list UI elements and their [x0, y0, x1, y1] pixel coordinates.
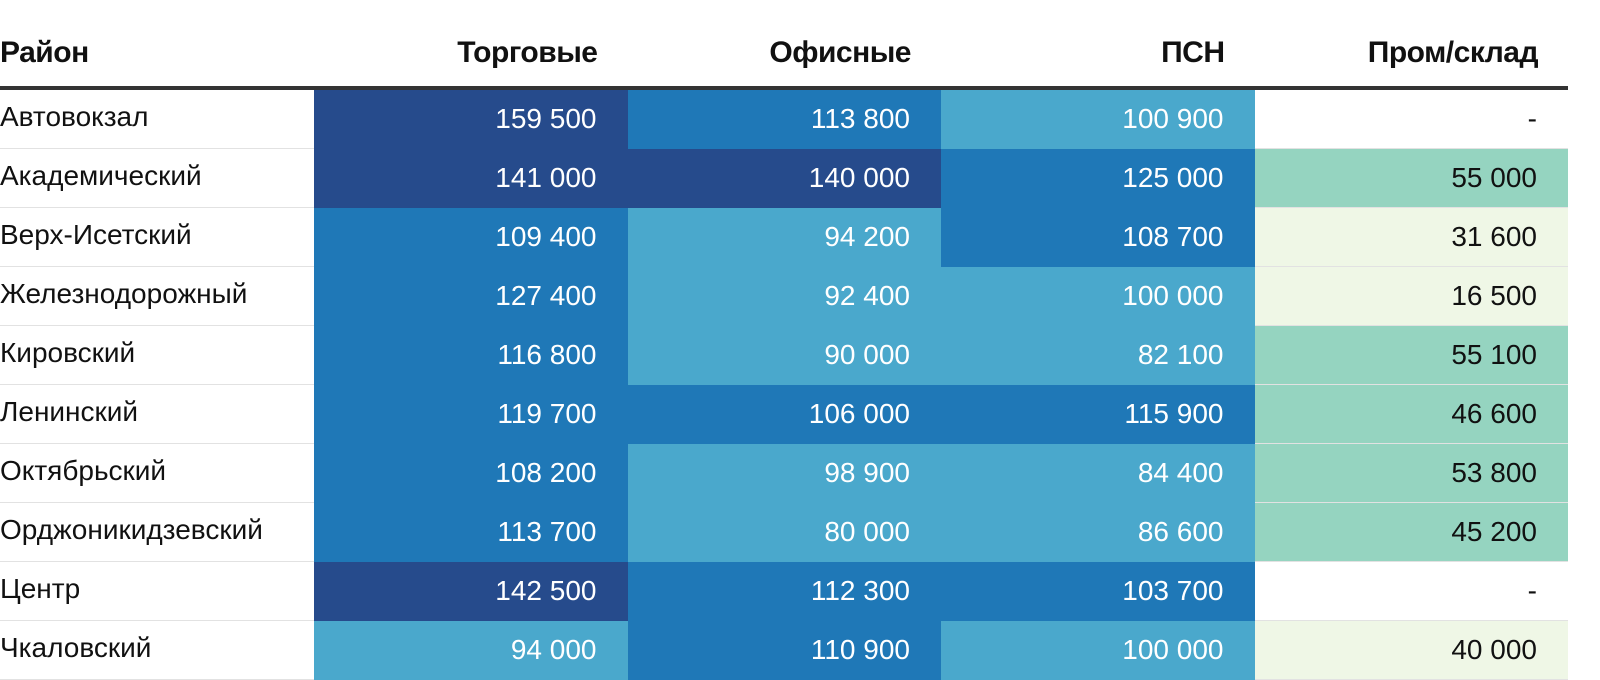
value-cell-office: 80 000 [627, 502, 941, 562]
value-cell-retail: 116 800 [314, 325, 628, 385]
value-cell-industrial-warehouse: 53 800 [1254, 443, 1568, 503]
value-cell-psn: 84 400 [941, 443, 1255, 503]
district-name-cell: Академический [0, 148, 314, 208]
table-row: Ленинский 119 700 106 000 115 900 46 600 [0, 384, 1568, 444]
value-cell-retail: 109 400 [314, 207, 628, 267]
value-cell-psn: 82 100 [941, 325, 1255, 385]
value-cell-retail: 127 400 [314, 266, 628, 326]
value-cell-retail: 108 200 [314, 443, 628, 503]
value-cell-office: 110 900 [627, 620, 941, 680]
district-name-cell: Центр [0, 561, 314, 621]
header-row: Район Торговые Офисные ПСН Пром/склад [0, 20, 1568, 90]
value-cell-psn: 100 000 [941, 620, 1255, 680]
table-row: Верх-Исетский 109 400 94 200 108 700 31 600 [0, 207, 1568, 267]
column-header-psn[interactable]: ПСН [941, 20, 1255, 90]
value-cell-retail: 141 000 [314, 148, 628, 208]
value-cell-psn: 100 000 [941, 266, 1255, 326]
value-cell-psn: 125 000 [941, 148, 1255, 208]
value-cell-industrial-warehouse: 40 000 [1254, 620, 1568, 680]
district-name-cell: Верх-Исетский [0, 207, 314, 267]
value-cell-psn: 108 700 [941, 207, 1255, 267]
value-cell-industrial-warehouse: 55 000 [1254, 148, 1568, 208]
table-row: Железнодорожный 127 400 92 400 100 000 16 50… [0, 266, 1568, 326]
column-header-industrial-warehouse[interactable]: Пром/склад [1254, 20, 1568, 90]
value-cell-office: 90 000 [627, 325, 941, 385]
rent-rates-heatmap-table: Район Торговые Офисные ПСН Пром/склад Ав… [0, 20, 1568, 680]
value-cell-office: 106 000 [627, 384, 941, 444]
table-row: Кировский 116 800 90 000 82 100 55 100 [0, 325, 1568, 385]
value-cell-industrial-warehouse: 55 100 [1254, 325, 1568, 385]
table-row: Октябрьский 108 200 98 900 84 400 53 800 [0, 443, 1568, 503]
value-cell-office: 98 900 [627, 443, 941, 503]
value-cell-industrial-warehouse: 45 200 [1254, 502, 1568, 562]
table-row: Центр 142 500 112 300 103 700- [0, 561, 1568, 621]
table-row: Академический 141 000 140 000 125 000 55 000 [0, 148, 1568, 208]
district-name-cell: Автовокзал [0, 88, 314, 149]
value-cell-retail: 159 500 [314, 88, 628, 149]
column-header-office[interactable]: Офисные [627, 20, 941, 90]
table-body: Автовокзал 159 500 113 800 100 900- Академич… [0, 88, 1568, 680]
table-row: Автовокзал 159 500 113 800 100 900- [0, 88, 1568, 149]
value-cell-industrial-warehouse: 31 600 [1254, 207, 1568, 267]
value-cell-psn: 103 700 [941, 561, 1255, 621]
value-cell-industrial-warehouse: 46 600 [1254, 384, 1568, 444]
value-cell-office: 140 000 [627, 148, 941, 208]
value-cell-retail: 142 500 [314, 561, 628, 621]
table-row: Чкаловский 94 000 110 900 100 000 40 000 [0, 620, 1568, 680]
table-header: Район Торговые Офисные ПСН Пром/склад [0, 20, 1568, 90]
value-cell-psn: 100 900 [941, 88, 1255, 149]
value-cell-retail: 119 700 [314, 384, 628, 444]
column-header-retail[interactable]: Торговые [314, 20, 628, 90]
value-cell-psn: 86 600 [941, 502, 1255, 562]
district-name-cell: Железнодорожный [0, 266, 314, 326]
value-cell-office: 113 800 [627, 88, 941, 149]
district-name-cell: Чкаловский [0, 620, 314, 680]
heatmap-table-container: Район Торговые Офисные ПСН Пром/склад Ав… [0, 20, 1568, 680]
value-cell-office: 94 200 [627, 207, 941, 267]
value-cell-industrial-warehouse: 16 500 [1254, 266, 1568, 326]
value-cell-retail: 94 000 [314, 620, 628, 680]
value-cell-psn: 115 900 [941, 384, 1255, 444]
district-name-cell: Кировский [0, 325, 314, 385]
table-row: Орджоникидзевский 113 700 80 000 86 600 45 2… [0, 502, 1568, 562]
district-name-cell: Октябрьский [0, 443, 314, 503]
value-cell-retail: 113 700 [314, 502, 628, 562]
value-cell-office: 112 300 [627, 561, 941, 621]
district-name-cell: Орджоникидзевский [0, 502, 314, 562]
district-name-cell: Ленинский [0, 384, 314, 444]
value-cell-industrial-warehouse: - [1254, 88, 1568, 149]
column-header-district[interactable]: Район [0, 20, 314, 90]
value-cell-office: 92 400 [627, 266, 941, 326]
value-cell-industrial-warehouse: - [1254, 561, 1568, 621]
